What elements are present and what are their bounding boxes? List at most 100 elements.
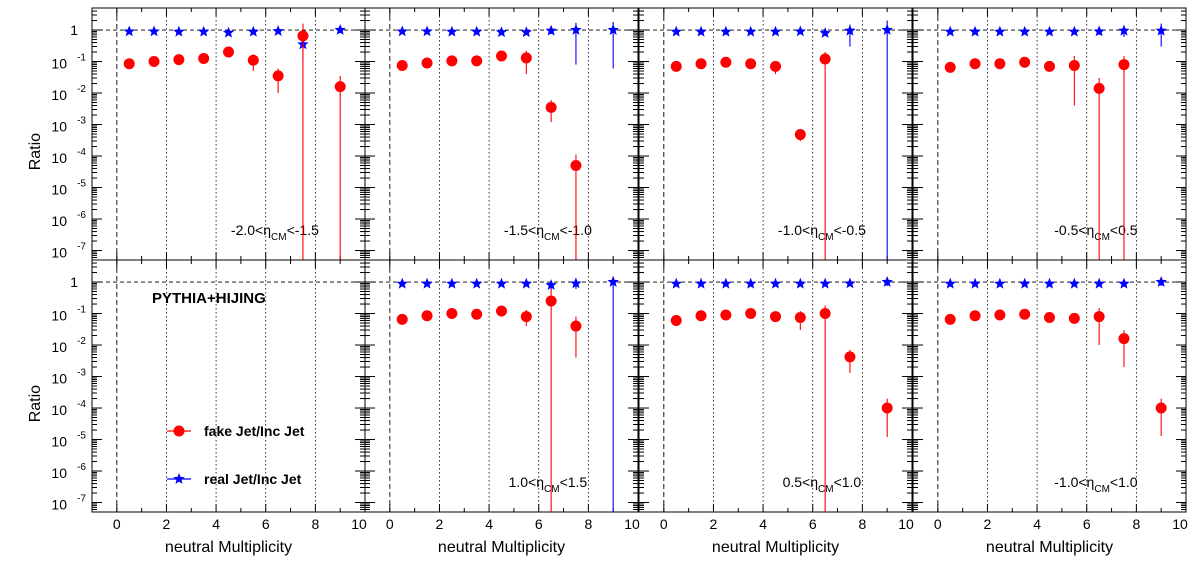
- real-jet-point: [1043, 277, 1056, 289]
- real-jet-point: [520, 26, 533, 38]
- fake-jet-point: [695, 310, 707, 322]
- real-jet-point: [1018, 25, 1031, 37]
- real-jet-point: [744, 277, 757, 289]
- real-jet-point: [247, 25, 260, 37]
- fake-jet-point: [794, 129, 806, 141]
- fake-jet-point: [844, 351, 856, 363]
- panel-5: 1 10 -1 10 -2 10 -3 10 -4 10 -5 10 -6 10 -7 Ratio 0 2 4 6 8 1…: [27, 259, 367, 556]
- fake-jet-point: [819, 308, 831, 320]
- eta-range-label: 1.0<ηCM<1.5: [509, 474, 588, 495]
- real-jet-point: [1093, 277, 1105, 289]
- real-jet-point: [495, 26, 508, 38]
- generator-label: PYTHIA+HIJING: [152, 290, 266, 307]
- fake-jet-point: [819, 53, 831, 65]
- panel-frame: [912, 7, 1187, 261]
- eta-range-label: -0.5<ηCM<0.5: [1054, 222, 1138, 243]
- real-jet-point: [446, 277, 458, 289]
- fake-jet-point: [1019, 56, 1031, 68]
- fake-jet-point: [1093, 311, 1105, 323]
- real-jet-point: [819, 27, 831, 38]
- fake-jet-point: [496, 305, 507, 317]
- fake-jet-point: [334, 81, 346, 93]
- panel-8: 0 2 4 6 8 10 neutral Multiplicity -1.0<ηCM<1.0: [912, 259, 1188, 556]
- fake-jet-point: [570, 160, 582, 171]
- panel-frame: [638, 259, 913, 513]
- y-tick-label: 10: [51, 339, 67, 355]
- y-tick-label: 10: [51, 245, 67, 261]
- y-tick-label: 10: [51, 213, 67, 229]
- fake-jet-point: [148, 56, 160, 68]
- y-tick-label: 10: [51, 371, 67, 387]
- real-jet-point: [994, 277, 1006, 289]
- fake-jet-point: [994, 309, 1006, 321]
- eta-range-label: -2.0<ηCM<-1.5: [231, 222, 319, 243]
- x-tick-label: 4: [759, 516, 767, 532]
- real-jet-point: [446, 25, 458, 37]
- fake-jet-point: [794, 311, 806, 323]
- x-tick-label: 8: [311, 516, 319, 532]
- real-jet-point: [197, 25, 210, 37]
- fake-jet-point: [720, 309, 732, 321]
- panel-3: -1.0<ηCM<-0.5: [638, 7, 913, 261]
- real-jet-point: [969, 25, 981, 37]
- x-tick-label: 0: [660, 516, 668, 532]
- fake-jet-point: [173, 54, 185, 66]
- fake-jet-point: [496, 50, 507, 62]
- real-jet-point: [695, 277, 707, 289]
- fake-jet-point: [881, 402, 893, 414]
- y-tick-label-exponent: -4: [77, 399, 86, 410]
- y-tick-label-exponent: -5: [77, 431, 86, 442]
- real-jet-point: [1068, 25, 1081, 37]
- y-tick-label-exponent: -4: [77, 147, 86, 158]
- y-tick-label: 10: [51, 434, 67, 450]
- real-jet-point: [969, 277, 981, 289]
- y-tick-label: 10: [51, 465, 67, 481]
- real-jet-point: [520, 277, 533, 289]
- fake-jet-point: [223, 46, 234, 58]
- real-jet-point: [769, 25, 782, 37]
- real-jet-point: [670, 277, 682, 289]
- real-jet-point: [670, 25, 682, 37]
- legend-label: fake Jet/Inc Jet: [204, 423, 305, 439]
- real-jet-point: [881, 24, 893, 35]
- real-jet-point: [396, 277, 408, 289]
- fake-jet-point: [944, 61, 956, 73]
- y-axis-title: Ratio: [27, 385, 44, 422]
- fake-jet-point: [520, 311, 532, 323]
- real-jet-point: [495, 277, 508, 289]
- fake-jet-point: [745, 308, 757, 320]
- y-tick-label-exponent: -3: [77, 116, 86, 127]
- fake-jet-point: [520, 52, 532, 64]
- fake-jet-point: [421, 310, 433, 322]
- fake-jet-point: [272, 70, 284, 82]
- real-jet-point: [421, 277, 433, 289]
- panel-1: 1 10 -1 10 -2 10 -3 10 -4 10 -5 10 -6 10 -7 Ratio -2.0<η…: [27, 7, 366, 261]
- fake-jet-point: [770, 311, 781, 323]
- panel-7: 0 2 4 6 8 10 neutral Multiplicity 0.5<ηCM<1.0: [638, 259, 914, 556]
- fake-jet-point: [396, 313, 408, 325]
- fake-jet-point: [670, 315, 682, 327]
- real-jet-point: [173, 25, 185, 37]
- eta-range-label: -1.0<ηCM<1.0: [1054, 474, 1138, 495]
- real-jet-point: [545, 24, 557, 36]
- x-tick-label: 6: [535, 516, 543, 532]
- y-tick-label: 10: [51, 308, 67, 324]
- eta-range-label: -1.5<ηCM<-1.0: [504, 222, 592, 243]
- fake-jet-point: [247, 54, 259, 66]
- x-tick-label: 8: [858, 516, 866, 532]
- fake-jet-point: [471, 308, 483, 320]
- eta-range-label: -1.0<ηCM<-0.5: [778, 222, 866, 243]
- real-jet-point: [1043, 25, 1056, 37]
- fake-jet-point: [695, 58, 707, 70]
- y-tick-label-exponent: -2: [77, 336, 86, 347]
- real-jet-point: [695, 25, 707, 37]
- x-tick-label: 4: [1033, 516, 1041, 532]
- x-tick-label: 10: [898, 516, 914, 532]
- x-tick-label: 8: [1132, 516, 1140, 532]
- fake-jet-point: [545, 101, 557, 113]
- real-jet-point: [844, 277, 856, 289]
- x-tick-label: 4: [485, 516, 493, 532]
- real-jet-point: [769, 277, 782, 289]
- x-tick-label: 0: [113, 516, 121, 532]
